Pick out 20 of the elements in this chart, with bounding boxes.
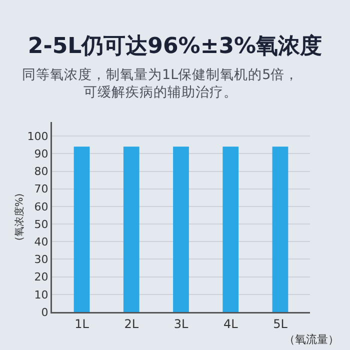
y-tick-label: 100 (27, 130, 48, 143)
y-tick-label: 30 (34, 253, 48, 266)
y-axis-title: (氧浓度%) (14, 193, 26, 241)
y-tick-label: 80 (34, 165, 48, 178)
x-tick-label: 5L (273, 316, 288, 331)
x-tick-label: 1L (74, 316, 90, 331)
y-tick-label: 90 (34, 148, 48, 161)
y-tick-label: 70 (34, 182, 48, 196)
y-tick-label: 10 (34, 288, 48, 302)
y-tick-label: 40 (34, 235, 48, 248)
y-tick-label: 60 (34, 200, 48, 214)
x-tick-label: 3L (174, 316, 188, 331)
x-tick-label: 4L (223, 316, 238, 331)
x-axis-title: （氧流量） (284, 333, 339, 346)
x-tick-label: 2L (124, 316, 139, 331)
chart-title: 2-5L仍可达96%±3%氧浓度 (28, 33, 322, 60)
chart-subtitle: 同等氧浓度，制氧量为1L保健制氧机的5倍，可缓解疾病的辅助治疗。 (22, 67, 299, 101)
y-tick-label: 20 (34, 270, 48, 284)
y-tick-label: 50 (34, 218, 48, 231)
y-tick-label: 0 (41, 306, 48, 319)
